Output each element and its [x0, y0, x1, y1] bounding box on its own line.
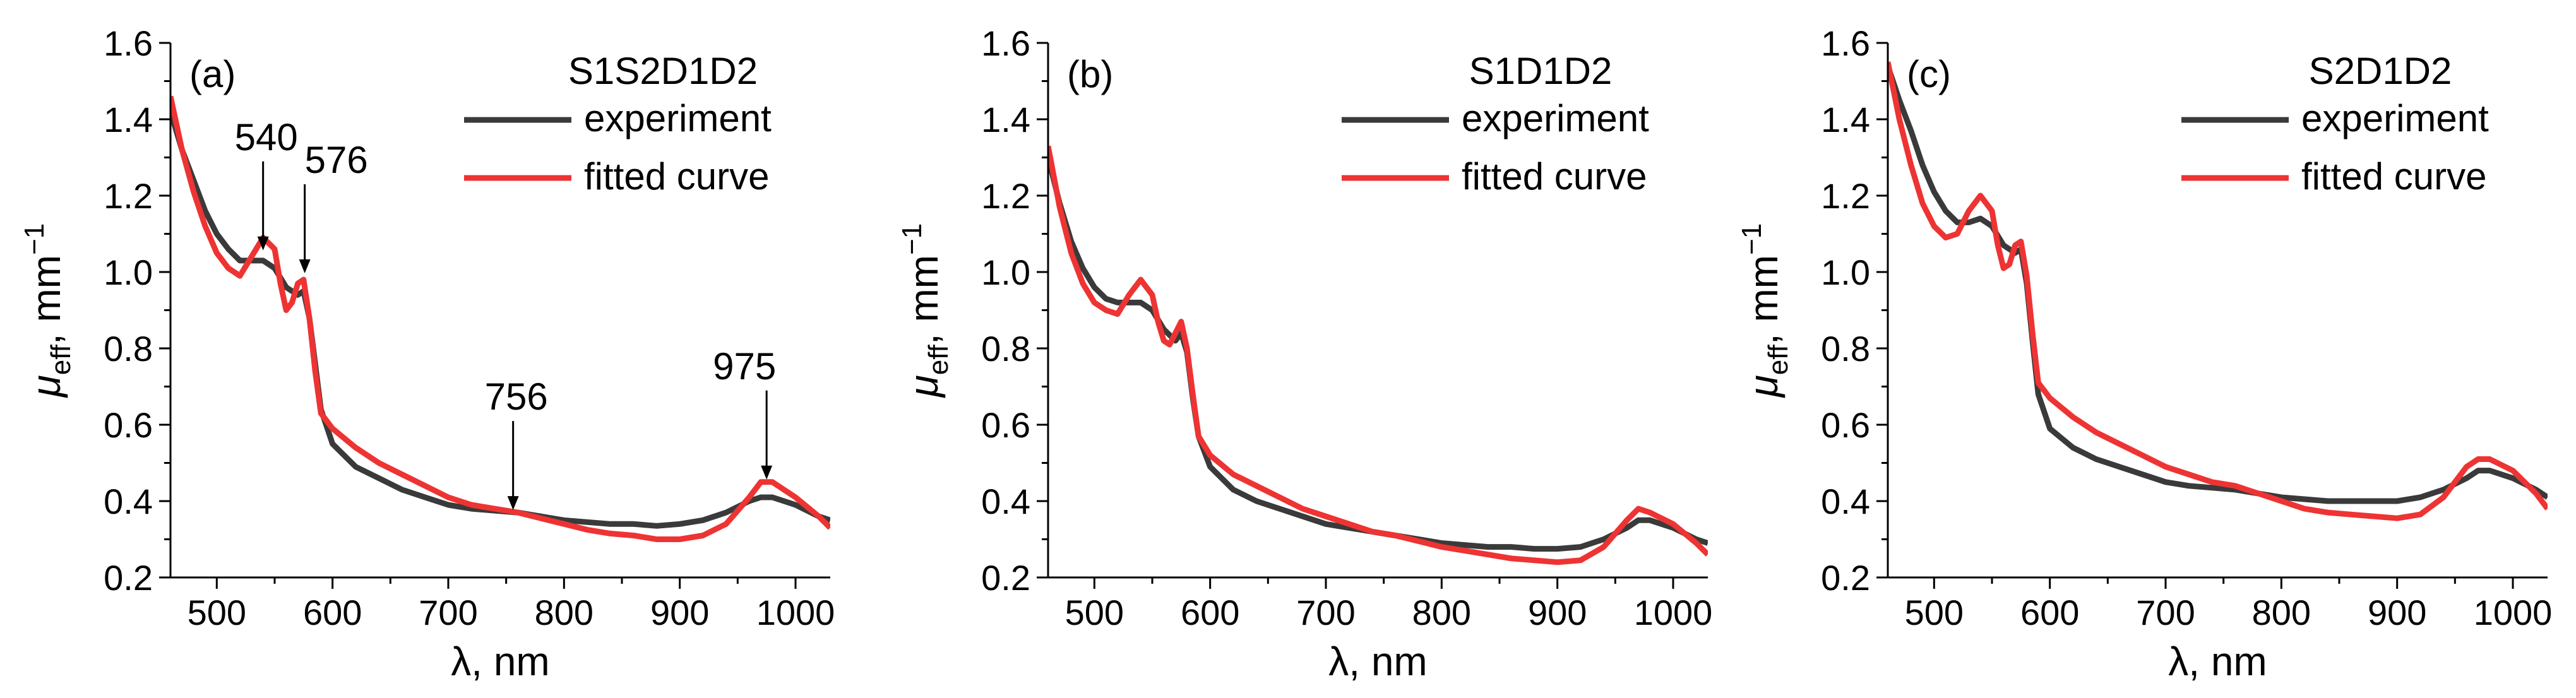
y-tick-label: 1.2 — [104, 176, 153, 216]
y-tick-label: 0.2 — [1821, 558, 1870, 598]
y-tick-label: 0.8 — [981, 329, 1030, 369]
y-tick-label: 1.2 — [981, 176, 1030, 216]
y-tick-label: 1.4 — [104, 100, 153, 139]
y-axis-label: μeff, mm−1 — [19, 223, 76, 399]
y-tick-label: 0.6 — [104, 405, 153, 445]
x-tick-label: 600 — [2020, 593, 2079, 632]
y-tick-label: 1.0 — [1821, 252, 1870, 292]
y-label-sup: −1 — [897, 223, 927, 255]
chart-panel-1: 500 600 700 800 900 1000 0.2 0.4 0.6 0.8 1.0 1.2 1.4… — [19, 23, 835, 684]
y-label-sup: −1 — [19, 223, 50, 255]
x-tick-label: 1000 — [2474, 593, 2553, 632]
legend-label-experiment: experiment — [584, 97, 772, 139]
y-tick-label: 1.6 — [981, 23, 1030, 63]
annotation-arrowhead — [507, 496, 519, 511]
x-tick-label: 700 — [419, 593, 477, 632]
y-label-mu: μ — [1741, 375, 1786, 398]
x-tick-label: 600 — [1181, 593, 1239, 632]
x-tick-label: 900 — [2368, 593, 2426, 632]
y-axis-label: μeff, mm−1 — [1736, 223, 1794, 399]
legend-title: S1S2D1D2 — [568, 50, 758, 92]
legend-label-experiment: experiment — [1462, 97, 1649, 139]
x-tick-label: 1000 — [1634, 593, 1713, 632]
series-line-experiment — [170, 110, 830, 529]
y-tick-label: 1.4 — [981, 100, 1030, 139]
y-tick-label: 1.4 — [1821, 100, 1870, 139]
legend-title: S1D1D2 — [1469, 50, 1613, 92]
annotation-arrowhead — [257, 236, 269, 251]
y-label-unit: , mm — [23, 255, 69, 345]
annotation-arrowhead — [299, 259, 311, 274]
y-label-sub: eff — [1763, 344, 1794, 375]
chart-panel-3: 500 600 700 800 900 1000 0.2 0.4 0.6 0.8 1.0 1.2 1.4… — [1736, 23, 2552, 684]
y-tick-label: 0.6 — [981, 405, 1030, 445]
annotation-label: 576 — [305, 139, 368, 181]
panel-label: (b) — [1067, 53, 1113, 95]
x-axis-label: λ, nm — [2168, 639, 2267, 684]
panel-label: (c) — [1907, 53, 1951, 95]
annotation-arrowhead — [761, 465, 773, 480]
panel-label: (a) — [189, 53, 236, 95]
x-axis-label: λ, nm — [1328, 639, 1427, 684]
y-tick-label: 0.2 — [104, 558, 153, 598]
x-tick-label: 500 — [1905, 593, 1964, 632]
y-tick-label: 1.2 — [1821, 176, 1870, 216]
y-tick-label: 0.8 — [1821, 329, 1870, 369]
x-axis-label: λ, nm — [451, 639, 549, 684]
y-label-sup: −1 — [1736, 223, 1767, 255]
legend-label-fitted: fitted curve — [584, 155, 769, 198]
legend-label-fitted: fitted curve — [1462, 155, 1647, 198]
x-tick-label: 1000 — [756, 593, 835, 632]
y-tick-label: 1.6 — [1821, 23, 1870, 63]
x-tick-label: 800 — [1412, 593, 1471, 632]
y-tick-label: 0.4 — [104, 482, 153, 521]
annotation-label: 975 — [713, 345, 776, 387]
legend-label-fitted: fitted curve — [2301, 155, 2486, 198]
y-tick-label: 1.6 — [104, 23, 153, 63]
y-label-unit: , mm — [1741, 255, 1786, 345]
y-label-sub: eff — [923, 344, 954, 375]
y-axis-label: μeff, mm−1 — [897, 223, 954, 399]
y-label-mu: μ — [23, 375, 69, 398]
y-tick-label: 0.4 — [1821, 482, 1870, 521]
x-tick-label: 500 — [1065, 593, 1124, 632]
legend-label-experiment: experiment — [2301, 97, 2489, 139]
x-tick-label: 700 — [2136, 593, 2195, 632]
y-tick-label: 0.8 — [104, 329, 153, 369]
y-label-unit: , mm — [901, 255, 946, 345]
x-tick-label: 700 — [1296, 593, 1355, 632]
legend-title: S2D1D2 — [2309, 50, 2452, 92]
y-tick-label: 0.2 — [981, 558, 1030, 598]
y-tick-label: 0.6 — [1821, 405, 1870, 445]
y-label-mu: μ — [901, 375, 946, 398]
x-tick-label: 800 — [2252, 593, 2311, 632]
y-tick-label: 0.4 — [981, 482, 1030, 521]
annotation-label: 540 — [235, 116, 298, 158]
x-tick-label: 900 — [1528, 593, 1587, 632]
x-tick-label: 500 — [188, 593, 246, 632]
series-line-fitted — [1048, 145, 1708, 565]
y-tick-label: 1.0 — [104, 252, 153, 292]
chart-panel-2: 500 600 700 800 900 1000 0.2 0.4 0.6 0.8 1.0 1.2 1.4… — [897, 23, 1712, 684]
x-tick-label: 900 — [650, 593, 709, 632]
series-line-fitted — [1888, 61, 2548, 521]
annotation-label: 756 — [485, 376, 548, 418]
y-tick-label: 1.0 — [981, 252, 1030, 292]
x-tick-label: 800 — [535, 593, 593, 632]
series-line-experiment — [1048, 157, 1708, 552]
y-label-sub: eff — [45, 344, 76, 375]
series-line-fitted — [170, 95, 830, 542]
x-tick-label: 600 — [303, 593, 362, 632]
